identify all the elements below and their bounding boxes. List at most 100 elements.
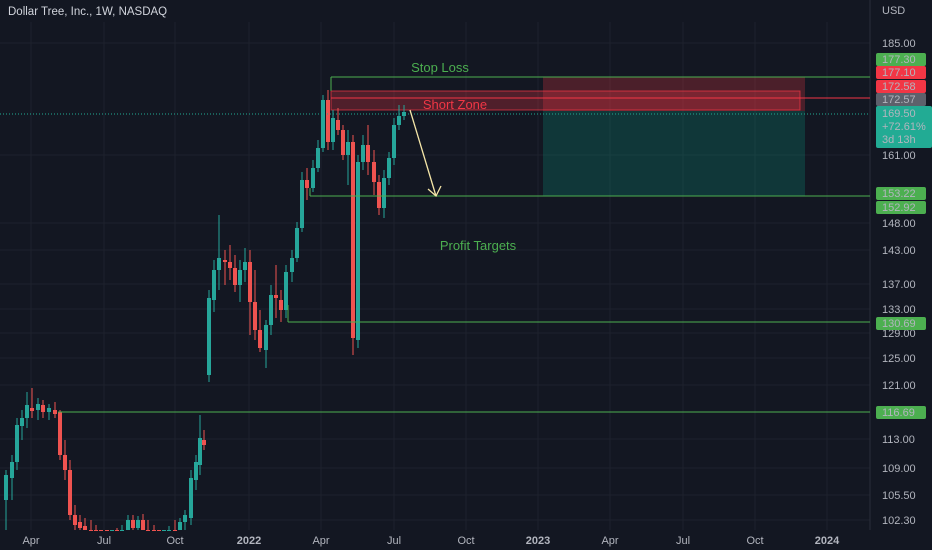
currency-label: USD <box>882 5 905 17</box>
candle-body <box>316 148 320 168</box>
price-tag <box>876 80 926 93</box>
candle-body <box>212 270 216 300</box>
candle-body <box>336 120 340 130</box>
y-tick-label: 143.00 <box>882 245 916 257</box>
arrow-shaft <box>409 109 437 197</box>
candle-body <box>4 475 8 500</box>
x-tick-label: 2024 <box>815 535 840 547</box>
x-tick-label: Apr <box>601 535 618 547</box>
candle-body <box>207 298 211 375</box>
short-zone-label: Short Zone <box>423 97 487 112</box>
candle-body <box>274 295 278 298</box>
candle-body <box>382 178 386 208</box>
price-tag <box>876 93 926 106</box>
candle-body <box>305 180 309 188</box>
candle-body <box>136 520 140 528</box>
candle-body <box>131 520 135 528</box>
candle-body <box>115 530 119 531</box>
candle-body <box>321 100 325 148</box>
candle-body <box>173 530 177 531</box>
arrow-head <box>427 185 442 198</box>
price-tag-text: 177.10 <box>882 67 916 79</box>
x-tick-label: 2023 <box>526 535 550 547</box>
candle-body <box>341 130 345 155</box>
x-tick-label: Oct <box>746 535 763 547</box>
price-tag-text: 153.22 <box>882 188 916 200</box>
candle-body <box>223 260 227 262</box>
candle-body <box>73 515 77 525</box>
y-tick-label: 137.00 <box>882 279 916 291</box>
candle-body <box>83 526 87 530</box>
candle-body <box>157 530 161 531</box>
candle-body <box>238 270 242 285</box>
price-tag <box>876 317 926 330</box>
candle-body <box>331 118 335 142</box>
candle-body <box>189 478 193 518</box>
candle-body <box>366 145 370 162</box>
position-zones <box>330 77 805 196</box>
candle-body <box>311 168 315 188</box>
candle-body <box>279 300 283 310</box>
y-tick-label: 121.00 <box>882 380 916 392</box>
candle-body <box>36 404 40 410</box>
candle-body <box>361 145 365 162</box>
candle-body <box>377 182 381 208</box>
candle-body <box>356 162 360 340</box>
candle-body <box>53 410 57 414</box>
price-tag-text: 116.69 <box>882 407 915 419</box>
candle-body <box>58 412 62 455</box>
candle-body <box>387 158 391 178</box>
price-tag-text: 177.30 <box>882 54 916 66</box>
price-tag <box>876 53 926 66</box>
candle-body <box>183 515 187 522</box>
price-tag <box>876 406 926 419</box>
price-axis[interactable]: 185.00 161.00 148.00 143.00 137.00 133.00 129.… <box>876 38 932 527</box>
candle-body <box>351 142 355 338</box>
candle-body <box>269 295 273 325</box>
candle-body <box>41 405 45 412</box>
candle-body <box>372 162 376 182</box>
level-lines <box>0 76 870 413</box>
x-tick-label: Apr <box>22 535 39 547</box>
candle-body <box>47 408 51 412</box>
candle-body <box>10 462 14 478</box>
y-tick-label: 113.00 <box>882 434 915 446</box>
y-tick-label: 102.30 <box>882 515 916 527</box>
price-tag-text: 172.57 <box>882 94 916 106</box>
candle-body <box>253 302 257 330</box>
annotations: Stop Loss Short Zone Profit Targets <box>409 60 517 253</box>
price-tag <box>876 201 926 214</box>
candle-body <box>402 112 406 116</box>
candle-body <box>233 268 237 285</box>
x-tick-label: Oct <box>457 535 474 547</box>
candle-body <box>202 440 206 445</box>
candle-body <box>295 228 299 258</box>
candle-body <box>228 262 232 268</box>
profit-targets-label: Profit Targets <box>440 238 517 253</box>
candle-body <box>105 530 109 531</box>
candle-body <box>94 530 98 531</box>
candle-body <box>30 408 34 411</box>
price-tag-text: 169.50 <box>882 108 916 120</box>
candle-body <box>152 530 156 531</box>
price-tag-current <box>876 106 932 148</box>
candle-body <box>141 520 145 530</box>
price-tag-text: 130.69 <box>882 318 916 330</box>
candle-body <box>63 455 67 470</box>
candle-body <box>346 142 350 155</box>
x-tick-label: 2022 <box>237 535 261 547</box>
chart-title: Dollar Tree, Inc., 1W, NASDAQ <box>8 6 167 18</box>
price-tag-text: 3d 13h <box>882 134 916 146</box>
candle-body <box>126 520 130 530</box>
price-tag-text: +72.61% <box>882 121 926 133</box>
price-tag <box>876 66 926 79</box>
stop-loss-label: Stop Loss <box>411 60 469 75</box>
candle-body <box>178 522 182 530</box>
candle-body <box>99 530 103 531</box>
y-tick-label: 133.00 <box>882 304 916 316</box>
candle-body <box>248 262 252 302</box>
y-tick-label: 125.00 <box>882 353 916 365</box>
time-axis[interactable]: Apr Jul Oct 2022 Apr Jul Oct 2023 Apr Jul Oct 2024 <box>22 535 840 547</box>
candle-body <box>194 462 198 480</box>
